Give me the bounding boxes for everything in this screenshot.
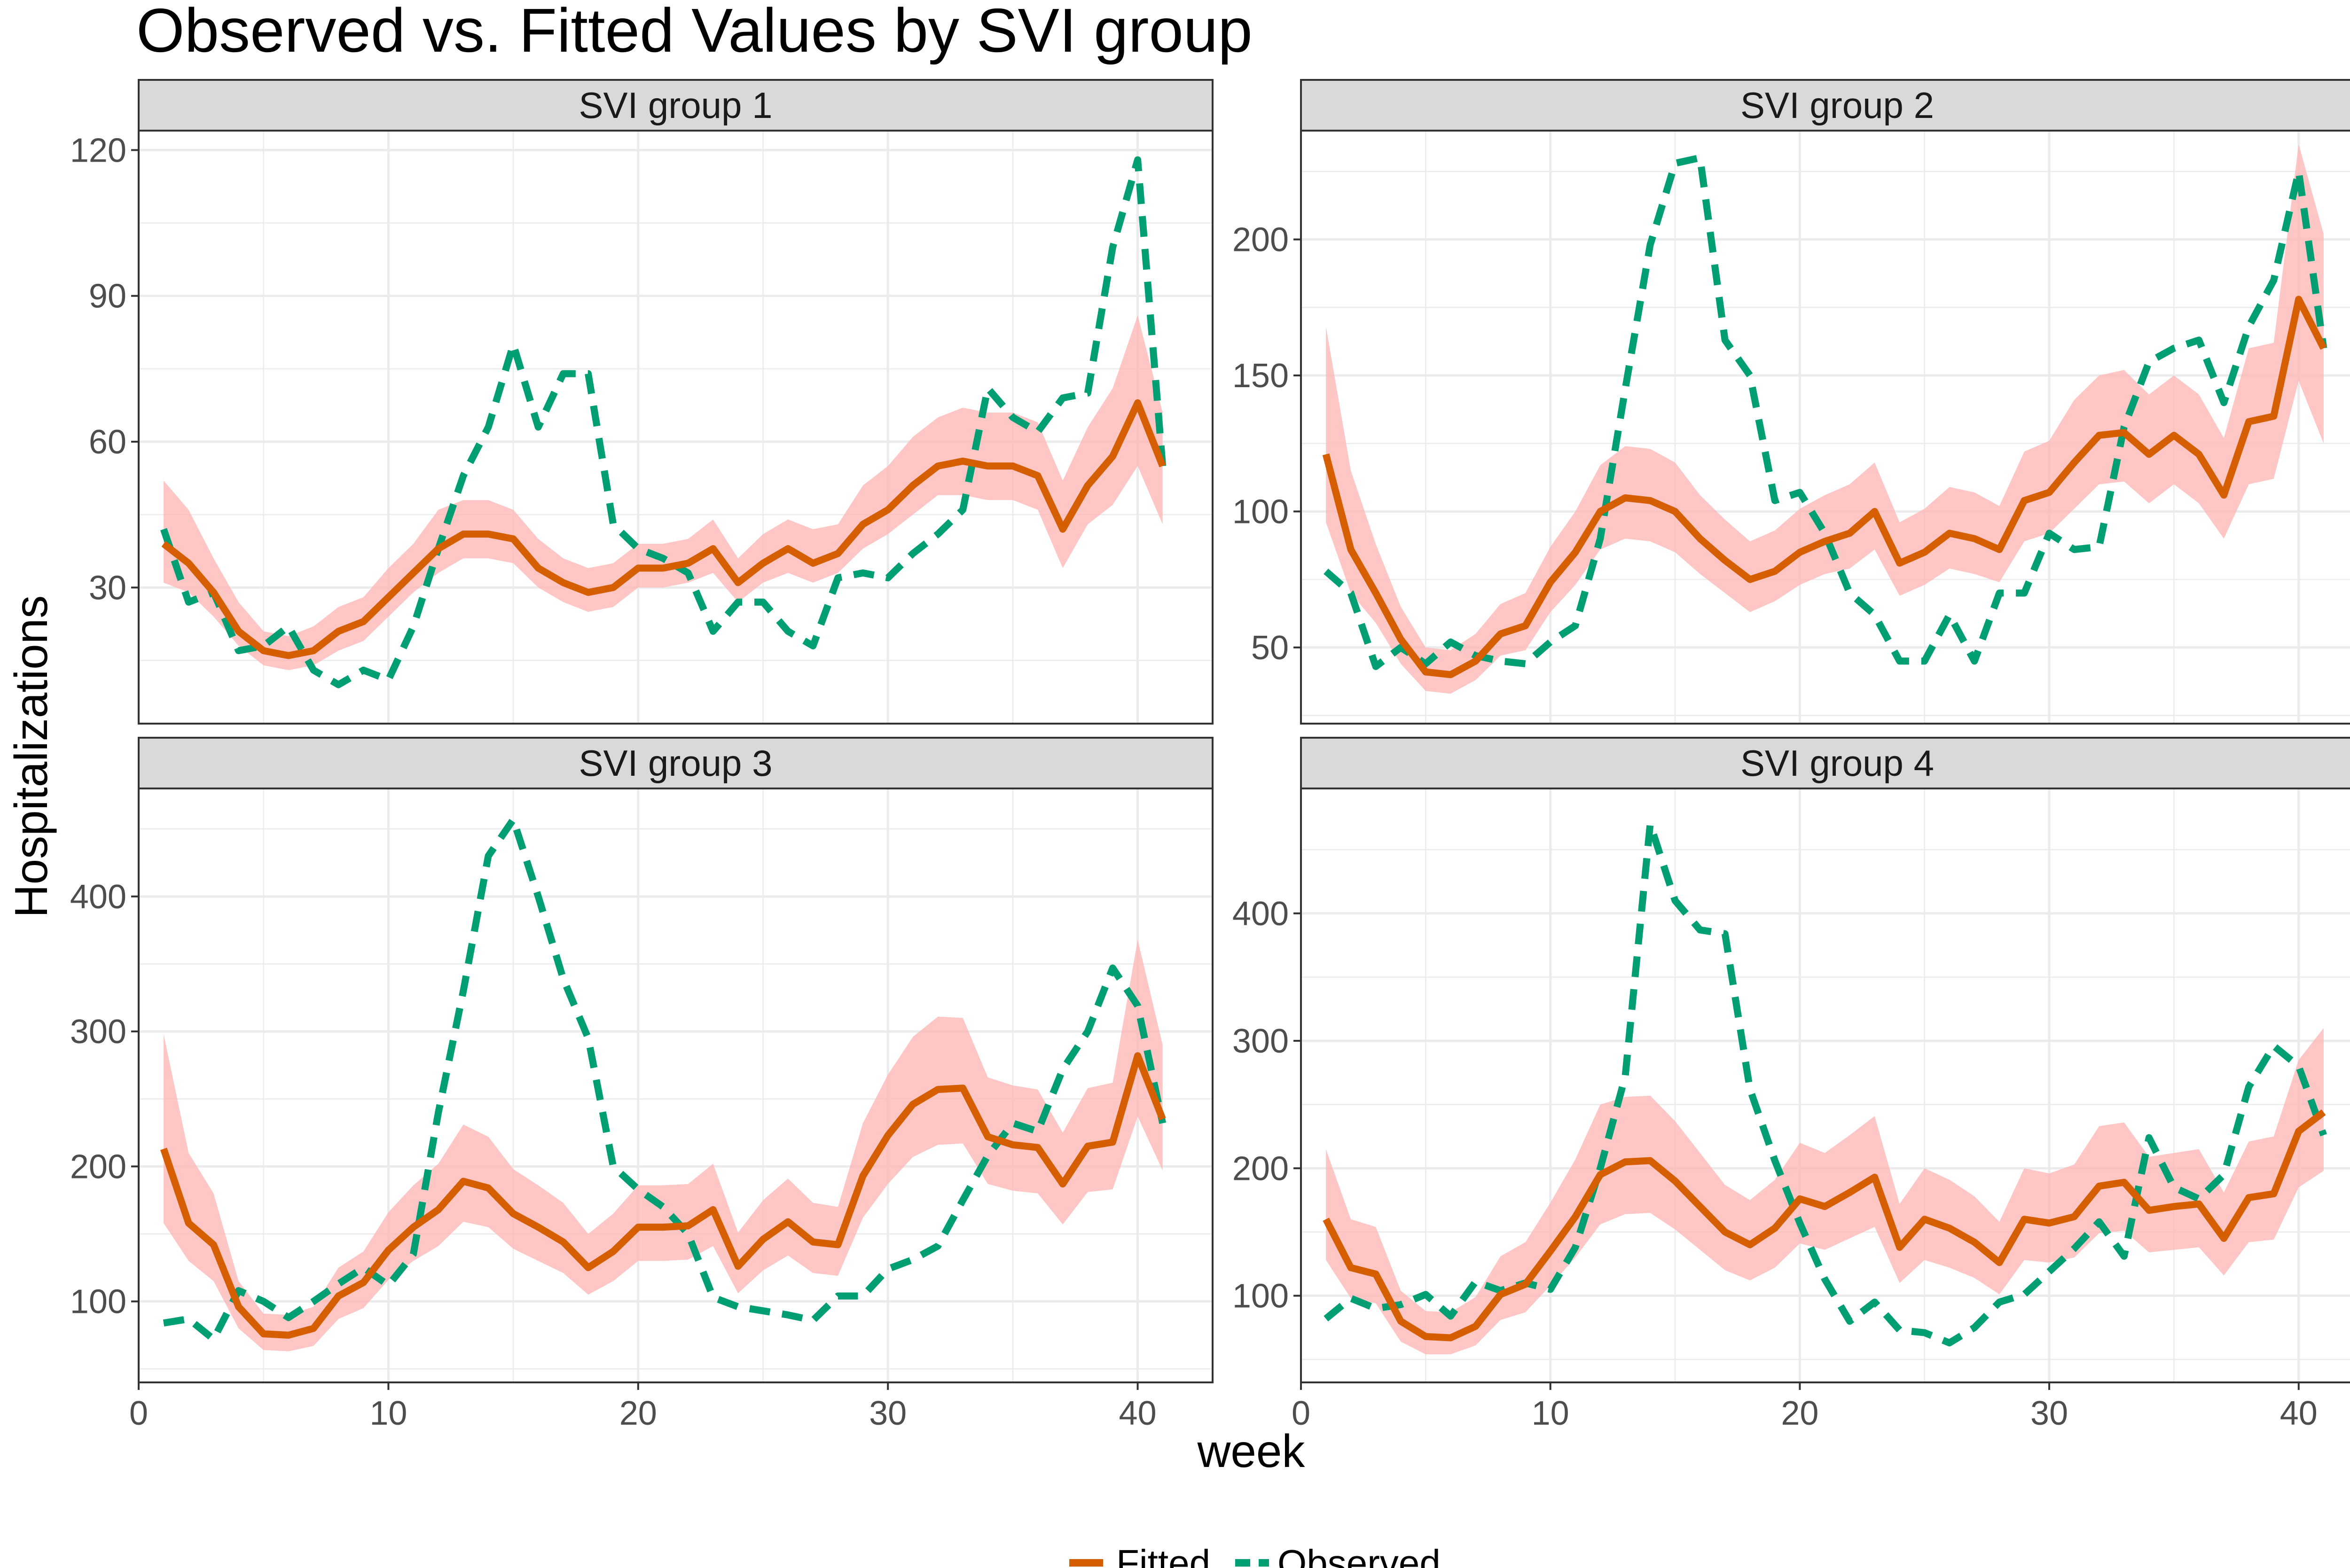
facet-strip-label: SVI group 2 bbox=[1740, 85, 1934, 126]
legend-label-observed: Observed bbox=[1277, 1542, 1441, 1568]
y-tick-label: 100 bbox=[1232, 493, 1289, 530]
fitted-series-line bbox=[161, 399, 1166, 659]
y-tick-label: 200 bbox=[70, 1148, 126, 1186]
legend-label-fitted: Fitted bbox=[1116, 1542, 1210, 1568]
x-tick-label: 0 bbox=[129, 1395, 148, 1432]
x-axis-title: week bbox=[1197, 1425, 1306, 1477]
fitted-series-line bbox=[1322, 296, 2327, 679]
y-tick-label: 60 bbox=[89, 423, 126, 461]
x-tick-label: 30 bbox=[869, 1395, 907, 1432]
y-axis-title: Hospitalizations bbox=[5, 595, 57, 918]
facet-panel: SVI group 1 30 60 90 120 bbox=[70, 79, 1214, 725]
facet-panel: SVI group 4 100 200 300 400 0 10 20 30 40 bbox=[1232, 737, 2350, 1432]
y-tick-label: 400 bbox=[70, 878, 126, 916]
x-tick-label: 40 bbox=[2280, 1395, 2318, 1432]
facet-strip bbox=[138, 737, 1214, 789]
x-tick-label: 40 bbox=[1119, 1395, 1157, 1432]
x-tick-label: 20 bbox=[619, 1395, 657, 1432]
x-tick-label: 0 bbox=[1292, 1395, 1310, 1432]
x-tick-label: 20 bbox=[1781, 1395, 1818, 1432]
fitted-series-line bbox=[160, 1052, 1166, 1339]
y-tick-label: 120 bbox=[70, 132, 126, 169]
observed-series-line bbox=[160, 156, 1167, 688]
y-tick-label: 50 bbox=[1251, 629, 1289, 667]
legend: Fitted Observed bbox=[1069, 1542, 1441, 1568]
panel-background bbox=[139, 788, 1213, 1382]
facet-strip-label: SVI group 4 bbox=[1740, 742, 1934, 784]
y-tick-label: 400 bbox=[1232, 895, 1289, 933]
x-tick-label: 10 bbox=[1532, 1395, 1569, 1432]
observed-series-line bbox=[163, 816, 1167, 1343]
fitted-interval-band bbox=[164, 315, 1163, 671]
facet-strip-label: SVI group 1 bbox=[579, 85, 773, 126]
y-tick-label: 300 bbox=[70, 1013, 126, 1051]
observed-series-line bbox=[1324, 820, 2327, 1347]
y-tick-label: 100 bbox=[1232, 1278, 1289, 1315]
y-tick-label: 200 bbox=[1232, 1150, 1289, 1187]
facet-strip bbox=[1300, 79, 2350, 132]
fitted-series-line bbox=[1323, 1109, 2326, 1342]
panel-background bbox=[1301, 788, 2350, 1382]
y-tick-label: 150 bbox=[1232, 357, 1289, 395]
facet-strip-label: SVI group 3 bbox=[579, 742, 773, 784]
x-tick-label: 30 bbox=[2030, 1395, 2068, 1432]
facet-panel: SVI group 2 50 100 150 200 bbox=[1232, 79, 2350, 725]
observed-series-line bbox=[1324, 154, 2327, 670]
y-tick-label: 300 bbox=[1232, 1022, 1289, 1060]
fitted-interval-band bbox=[1326, 1028, 2324, 1355]
facet-panel: SVI group 3 100 200 300 400 0 10 20 30 40 bbox=[70, 737, 1214, 1432]
y-tick-label: 30 bbox=[89, 569, 126, 607]
y-tick-label: 200 bbox=[1232, 221, 1289, 259]
chart-title: Observed vs. Fitted Values by SVI group bbox=[136, 0, 1253, 65]
facet-strip bbox=[138, 79, 1214, 132]
y-tick-label: 100 bbox=[70, 1283, 126, 1321]
y-tick-label: 90 bbox=[89, 278, 126, 315]
facet-strip bbox=[1300, 737, 2350, 789]
x-tick-label: 10 bbox=[369, 1395, 407, 1432]
